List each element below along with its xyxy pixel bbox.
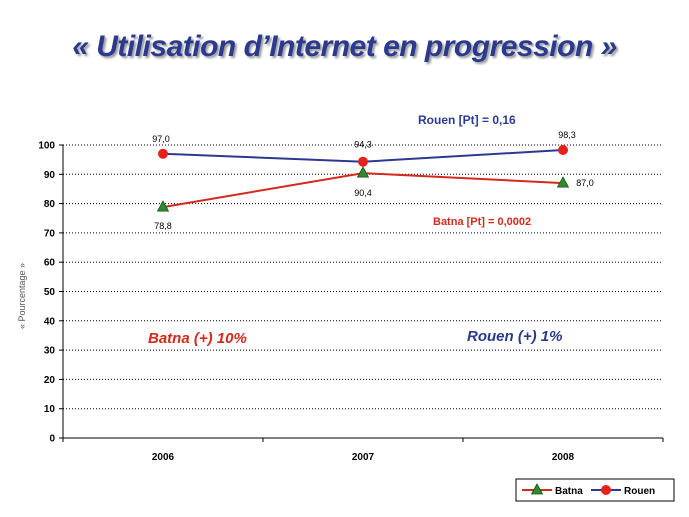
data-label-batna: 78,8: [154, 221, 172, 231]
y-tick-label: 20: [44, 375, 56, 386]
data-label-rouen: 98,3: [558, 130, 576, 140]
chart-title: « Utilisation d’Internet en progression …: [72, 30, 617, 63]
x-tick-label: 2007: [352, 452, 375, 463]
rouen-pt-annotation: Rouen [Pt] = 0,16: [418, 113, 516, 127]
y-tick-labels: 0 10 20 30 40 50 60 70 80 90 100: [38, 141, 55, 445]
y-tick-label: 30: [44, 346, 56, 357]
data-labels: 78,8 90,4 87,0 97,0 94,3 98,3: [152, 130, 594, 231]
y-tick-label: 60: [44, 258, 56, 269]
data-point-batna: [356, 166, 370, 178]
x-tick-label: 2006: [152, 452, 175, 463]
y-tick-label: 40: [44, 316, 56, 327]
data-point-batna: [156, 200, 170, 212]
batna-growth-annotation: Batna (+) 10%: [148, 330, 247, 347]
y-tick-label: 80: [44, 199, 56, 210]
y-tick-label: 0: [49, 434, 55, 445]
data-point-rouen: [558, 144, 568, 155]
legend-label-batna: Batna: [555, 486, 583, 497]
x-tick-label: 2008: [552, 452, 575, 463]
x-tick-labels: 2006 2007 2008: [152, 452, 575, 463]
legend-label-rouen: Rouen: [624, 486, 655, 497]
y-tick-label: 50: [44, 287, 56, 298]
legend-marker-batna: [530, 483, 544, 495]
y-tick-label: 100: [38, 141, 55, 152]
rouen-growth-annotation: Rouen (+) 1%: [467, 328, 562, 345]
axes: [59, 144, 664, 442]
data-label-rouen: 94,3: [354, 140, 372, 150]
data-point-rouen: [358, 156, 368, 167]
data-label-batna: 87,0: [576, 178, 594, 188]
y-axis-label: « Pourcentage »: [17, 263, 27, 329]
y-tick-label: 10: [44, 404, 56, 415]
legend: Batna Rouen: [515, 478, 675, 502]
data-label-batna: 90,4: [354, 188, 372, 198]
legend-marker-rouen: [601, 485, 611, 495]
batna-pt-annotation: Batna [Pt] = 0,0002: [433, 216, 531, 228]
data-point-rouen: [158, 148, 168, 159]
y-tick-label: 90: [44, 170, 56, 181]
data-label-rouen: 97,0: [152, 134, 170, 144]
data-point-batna: [556, 176, 570, 188]
gridlines: [63, 144, 663, 410]
y-tick-label: 70: [44, 228, 56, 239]
series-lines: [156, 144, 570, 212]
